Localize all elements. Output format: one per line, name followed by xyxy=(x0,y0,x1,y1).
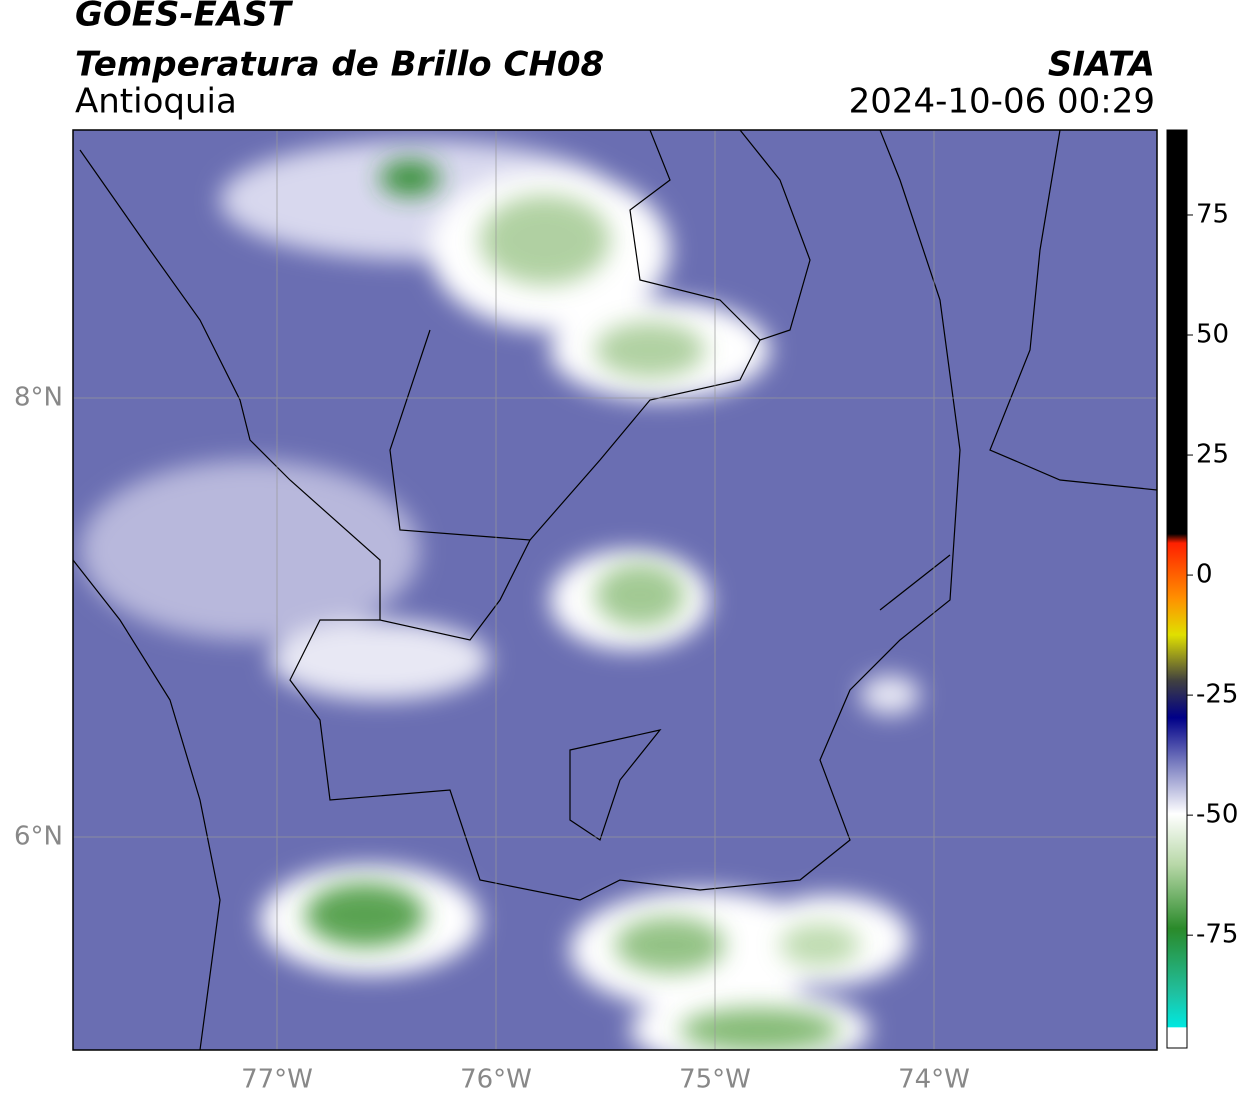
lat-label: 8°N xyxy=(14,383,63,413)
lon-label: 77°W xyxy=(241,1065,313,1095)
datetime: 2024-10-06 00:29 xyxy=(849,82,1155,122)
lon-label: 75°W xyxy=(679,1065,751,1095)
colorbar-tick-label: -25 xyxy=(1196,680,1238,710)
colorbar-tick-label: 75 xyxy=(1196,199,1229,229)
region: Antioquia xyxy=(75,82,237,122)
colorbar-ticks: 75 50 25 0 -25 -50 -75 xyxy=(1187,199,1238,950)
lat-label: 6°N xyxy=(14,822,63,852)
colorbar-tick-label: 25 xyxy=(1196,440,1229,470)
colorbar-tick-label: 50 xyxy=(1196,320,1229,350)
colorbar xyxy=(1166,129,1188,1049)
lon-label: 74°W xyxy=(898,1065,970,1095)
title: GOES-EAST xyxy=(75,0,294,35)
colorbar-tick-label: -50 xyxy=(1196,800,1238,830)
subtitle: Temperatura de Brillo CH08 xyxy=(75,45,604,85)
colorbar-tick-label: 0 xyxy=(1196,560,1213,590)
map-frame xyxy=(72,129,1158,1051)
colorbar-tick-label: -75 xyxy=(1196,920,1238,950)
satellite-image xyxy=(73,130,1157,1050)
lon-label: 76°W xyxy=(460,1065,532,1095)
source: SIATA xyxy=(1048,45,1155,85)
